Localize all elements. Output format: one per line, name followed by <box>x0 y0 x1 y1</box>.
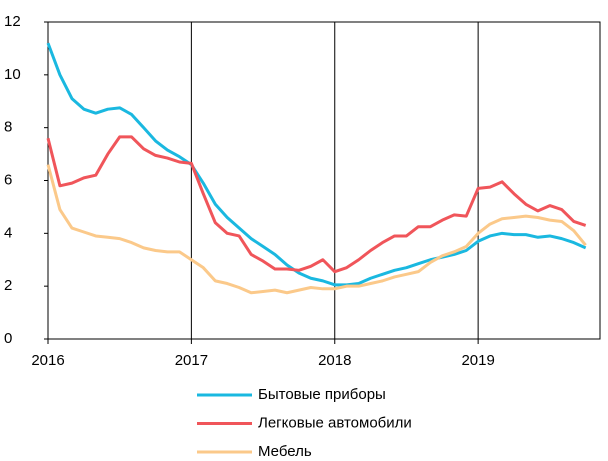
y-tick-label: 2 <box>4 277 12 294</box>
series-line <box>46 42 587 287</box>
plot-frame <box>47 21 601 340</box>
y-tick-label: 6 <box>4 171 12 188</box>
legend-label: Мебель <box>258 443 312 460</box>
y-tick-label: 10 <box>4 66 21 83</box>
legend-label: Бытовые приборы <box>258 386 386 403</box>
y-tick-label: 4 <box>4 224 12 241</box>
series-line <box>46 164 587 295</box>
series-line <box>46 135 587 274</box>
y-tick-label: 12 <box>4 13 21 30</box>
y-tick-label: 8 <box>4 119 12 136</box>
x-tick-label: 2019 <box>461 352 494 369</box>
x-tick-label: 2017 <box>175 352 208 369</box>
legend-label: Легковые автомобили <box>258 414 412 431</box>
y-tick-label: 0 <box>4 330 12 347</box>
x-tick-label: 2018 <box>318 352 351 369</box>
x-tick-label: 2016 <box>31 352 64 369</box>
